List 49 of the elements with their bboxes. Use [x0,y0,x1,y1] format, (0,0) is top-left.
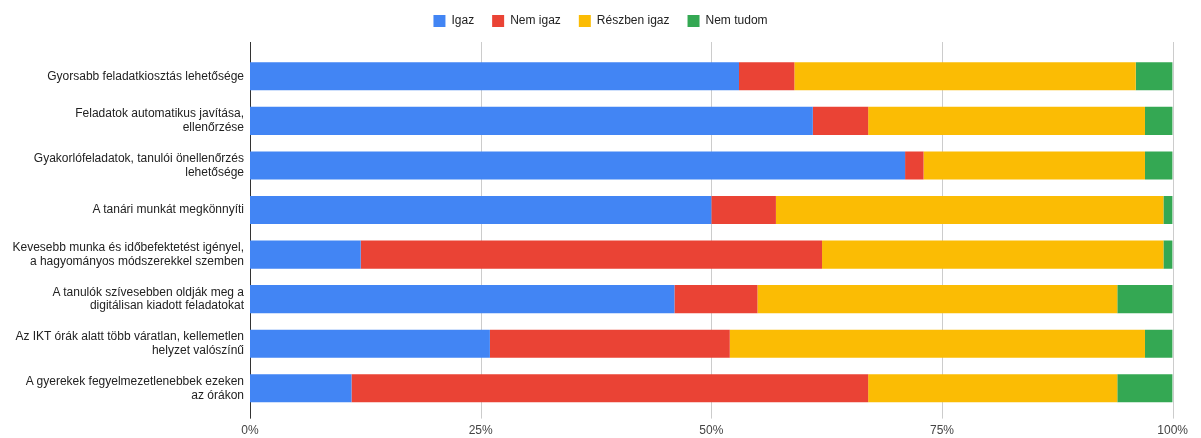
x-tick-label: 50% [699,423,724,438]
y-tick-label: Feladatok automatikus javítása, ellenőrzése [75,106,245,135]
bar [905,151,924,180]
bar [739,62,795,91]
legend-label: Részben igaz [596,13,670,28]
y-tick-label: Gyakorlófeladatok, tanulói önellenőrzés lehetősége [33,150,245,179]
legend-label: Nem tudom [705,13,768,28]
bar [1163,195,1173,225]
bar [250,106,813,135]
y-tick-label: A gyerekek fegyelmezetlenebbek ezeken az órákon [25,373,244,402]
bar [923,151,1145,180]
bar [360,240,823,269]
bar [1135,62,1173,91]
bar [757,285,1118,314]
bar [1163,240,1173,269]
y-tick-label: Az IKT órák alatt több váratlan, kellemetlen helyzet valószínű [15,329,245,357]
bar [775,195,1164,225]
bar [822,240,1164,269]
bar [250,374,352,403]
y-tick-label: A tanári munkát megkönnyíti [92,202,244,217]
x-tick-label: 75% [929,423,955,438]
legend-label: Igaz [451,13,475,28]
bar [674,285,758,314]
bar [250,195,712,225]
bar [868,374,1118,403]
bar [1144,106,1173,135]
bar [250,329,490,358]
bar [250,240,361,269]
y-tick-label: Kevesebb munka és időbefektetést igényel, a hagyományos módszerekkel szemben [12,240,244,268]
bar [250,285,675,314]
bar [812,106,869,135]
bar [729,329,1145,358]
bar [794,62,1136,91]
bar [711,195,776,225]
x-tick-label: 25% [468,423,493,438]
bar [1144,329,1173,358]
bar [250,151,906,180]
y-tick-label: A tanulók szívesebben oldják meg a digitálisan kiadott feladatokat [52,284,245,313]
legend-label: Nem igaz [510,13,561,28]
bar [250,62,740,91]
x-tick-label: 0% [241,423,259,438]
bar [1117,374,1173,403]
bar [1117,285,1173,314]
y-tick-label: Gyorsabb feladatkiosztás lehetősége [47,68,245,83]
bar [489,329,730,358]
bar [1144,151,1173,180]
bar [351,374,869,403]
x-tick-label: 100% [1157,423,1189,438]
bar [868,106,1145,135]
